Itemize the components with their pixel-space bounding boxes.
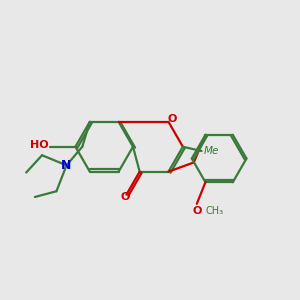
Text: CH₃: CH₃	[206, 206, 224, 216]
Text: HO: HO	[30, 140, 48, 150]
Text: O: O	[168, 113, 177, 124]
Text: O: O	[192, 206, 202, 216]
Text: O: O	[120, 192, 130, 202]
Text: Me: Me	[204, 146, 220, 156]
Text: N: N	[61, 159, 72, 172]
